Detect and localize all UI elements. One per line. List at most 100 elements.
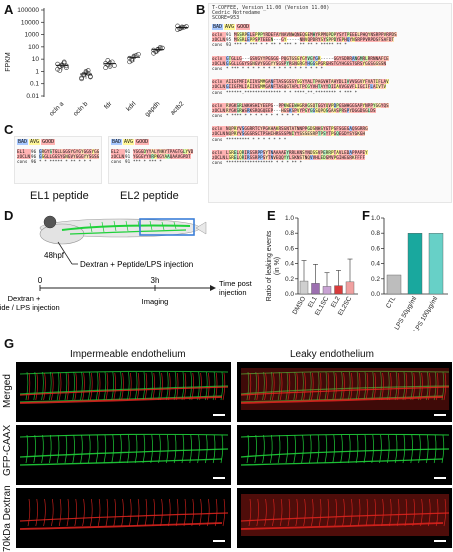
sequence-residues: RYGKSRWSRKSRQGQEEP---HGSKSPVYPGYGGSQPQSG… — [226, 107, 376, 113]
ytick-label: 10 — [32, 56, 40, 63]
legend-good: GOOD — [41, 139, 56, 145]
cardinal-vein — [19, 458, 223, 466]
intersegmental-vessel — [324, 434, 328, 464]
dextran-isv — [248, 498, 252, 527]
sequence-row: zOCLNNQPRYVSGGSRSCTPSHIHRSSSPNIYYSSSESRP… — [212, 131, 448, 137]
dextran-isv — [168, 372, 171, 401]
panel-a-points — [55, 23, 189, 82]
sequence-residues: MSSRPELEPPPYRDEFAYNAVNWQNEQGEMHYRPMQPDPY… — [234, 32, 397, 37]
intersegmental-vessel — [363, 371, 367, 401]
panel-f-yticks: 1.0 0.8 0.6 0.4 0.2 0.0 — [371, 215, 384, 298]
panel-label-e: E — [267, 208, 276, 223]
scale-bar — [213, 540, 225, 542]
dextran-isv — [279, 498, 283, 527]
sequence-residues: AIIGFMFIAIIVSMMGANFTASSGSSYGGYYALTPAGVHT… — [226, 79, 389, 85]
panel-e-ylabel: Ratio of leaking events(in %) — [266, 230, 281, 301]
dextran-isv — [412, 498, 415, 527]
sequence-row: zOCLN96GSGLLGGSYGNGVYGGGYYSGSGSS — [17, 154, 99, 160]
intersegmental-vessel — [142, 371, 146, 401]
dextran-isv — [272, 372, 275, 401]
sequence-name: zOCLN — [212, 60, 226, 66]
sequence-residues: ******.************** * * ****.**.******… — [226, 89, 358, 95]
dextran-isv — [256, 498, 259, 527]
panel-b-header: T-COFFEE, Version_11.00 (Version 11.00) … — [212, 5, 329, 22]
intersegmental-vessel — [309, 371, 312, 401]
sequence-row: zOCLN91YGGGYYVRPKGYAAQAAVGPDT — [111, 154, 195, 160]
sequence-row: oclnLSRELQRIRSSRPPSYTNAAAAEYRRLKNSYNDSSV… — [212, 149, 448, 156]
sequence-row: zOCLNLSRELQRIRSSRPPSYTNVEQQYYLSKNSTNQVVH… — [212, 155, 448, 161]
dextran-signal — [240, 498, 450, 530]
sequence-name: zOCLN — [212, 131, 226, 137]
intersegmental-vessel — [212, 434, 216, 464]
xtick-label: gapdh — [144, 100, 162, 118]
dextran-isv — [43, 498, 46, 527]
intersegmental-vessel — [80, 434, 83, 464]
intersegmental-vessel — [166, 371, 169, 401]
bar — [322, 286, 332, 295]
sequence-name: zOCLN — [17, 154, 31, 160]
timeline-t3: 3h — [151, 276, 160, 285]
legend-avg: AVG — [29, 139, 41, 145]
legend-avg: AVG — [123, 139, 135, 145]
dextran-isv — [311, 498, 314, 527]
vessel-network — [240, 370, 450, 403]
intersegmental-vessel — [332, 434, 335, 464]
dextran-isv — [207, 372, 210, 401]
sequence-name: ocln — [212, 32, 226, 38]
panel-f-bars — [386, 233, 444, 295]
sequence-residues: RVGKSRLWKHSHIYEEPG--PPKWEEWHGRAGSQTGGYQV… — [226, 102, 389, 108]
legend-avg: AVG — [224, 24, 236, 30]
dextran-isv — [97, 372, 101, 401]
dextran-isv — [160, 372, 163, 401]
sequence-score: 91 — [125, 159, 131, 165]
intersegmental-vessel — [394, 371, 398, 401]
dextran-isv — [287, 372, 291, 401]
micrograph-merged-impermeable — [16, 362, 231, 422]
scale-bar — [434, 414, 446, 416]
injection-label: Dextran + Peptide/LPS injection — [80, 260, 193, 269]
intersegmental-vessel — [270, 371, 273, 401]
legend-good: GOOD — [135, 139, 150, 145]
dextran-isv — [222, 498, 226, 527]
intersegmental-vessel — [418, 434, 421, 464]
sequence-residues: LSRELQRIRSSRPPSYTNAAAAEYRRLKNSYNDSSVPERR… — [226, 149, 368, 155]
sequence-row: zOCLN95MSSRLEPPSPTEEEN---GY-----NNVQPDRY… — [212, 37, 448, 43]
panel-b-header-line: Cedric Notredame — [212, 10, 261, 17]
xtick-label: fdr — [103, 100, 114, 111]
dextran-isv — [357, 372, 361, 401]
sequence-name: zOCLN — [111, 154, 125, 160]
sequence-name: zOCLN — [212, 37, 226, 43]
dextran-isv — [334, 498, 337, 527]
sequence-name: EL1 — [17, 149, 31, 155]
ytick-label: 0.0 — [285, 291, 294, 298]
panel-b-alignment: T-COFFEE, Version_11.00 (Version 11.00) … — [208, 3, 452, 203]
dextran-isv — [105, 498, 109, 527]
panel-b-header-line: SCORE=953 — [212, 15, 240, 22]
alignment-block: oclnLSRELQRIRSSRPPSYTNAAAAEYRRLKNSYNDSSV… — [212, 149, 448, 166]
sequence-score: 91 — [226, 32, 232, 37]
intersegmental-vessel — [166, 434, 169, 464]
sequence-residues: NQPRYVSGGRRTCYPGKHAKRSGNTATNNPPGDSNHSYGT… — [226, 126, 368, 132]
intersegmental-vessel — [394, 434, 398, 464]
ytick-label: 0.1 — [30, 81, 39, 88]
intersegmental-vessel — [150, 371, 153, 401]
dextran-leak-haze — [241, 494, 449, 536]
sequence-residues: LSRELQRIRSSRPPSYTNVEQQYYLSKNSTNQVVHLEDGM… — [226, 155, 366, 160]
sequence-residues: GSGLLGGSYGNGVYGGGYYSGSGSS — [39, 154, 99, 160]
data-point — [55, 61, 60, 67]
intersegmental-vessel — [340, 371, 343, 401]
dextran-isv — [144, 498, 148, 527]
dextran-isv — [326, 498, 330, 527]
consensus-row: cons ******.************** * * ****.**.*… — [212, 90, 448, 95]
time-post-label: Time post injection — [219, 279, 253, 297]
dextran-isv — [428, 372, 431, 401]
intersegmental-vessel — [64, 434, 68, 464]
panel-label-f: F — [362, 208, 370, 223]
dextran-isv — [350, 372, 353, 401]
sequence-row: oclnAIIGFMFIAIIVSMMGANFTASSGSSYGGYYALTPA… — [212, 79, 448, 85]
dextran-isv — [113, 498, 116, 527]
data-point — [105, 58, 111, 63]
dextran-isv — [303, 372, 306, 401]
scale-bar — [213, 477, 225, 479]
